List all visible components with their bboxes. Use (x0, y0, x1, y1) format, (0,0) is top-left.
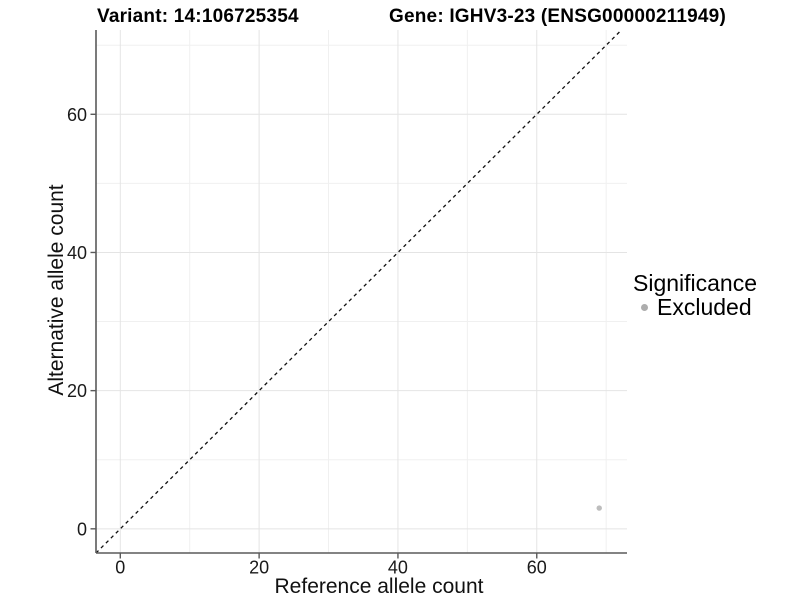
identity-dashed-line (95, 29, 622, 554)
gene-title: Gene: IGHV3-23 (ENSG00000211949) (389, 6, 726, 27)
x-tick-label: 60 (527, 558, 547, 578)
x-tick-label: 40 (388, 558, 408, 578)
data-point (596, 505, 602, 511)
legend-item-label: Excluded (657, 294, 752, 320)
x-tick-label: 0 (115, 558, 125, 578)
y-axis-title: Alternative allele count (45, 184, 68, 396)
legend: Significance Excluded (633, 270, 758, 320)
legend-title: Significance (633, 270, 758, 296)
legend-item-excluded: Excluded (641, 294, 757, 320)
x-tick-label: 20 (249, 558, 269, 578)
y-tick-label: 0 (77, 519, 87, 539)
x-axis-title: Reference allele count (274, 575, 484, 598)
y-tick-label: 40 (67, 243, 87, 263)
excluded-point-icon (641, 303, 648, 311)
y-tick-label: 20 (67, 381, 87, 401)
y-tick-label: 60 (67, 105, 87, 125)
variant-title: Variant: 14:106725354 (97, 6, 299, 27)
